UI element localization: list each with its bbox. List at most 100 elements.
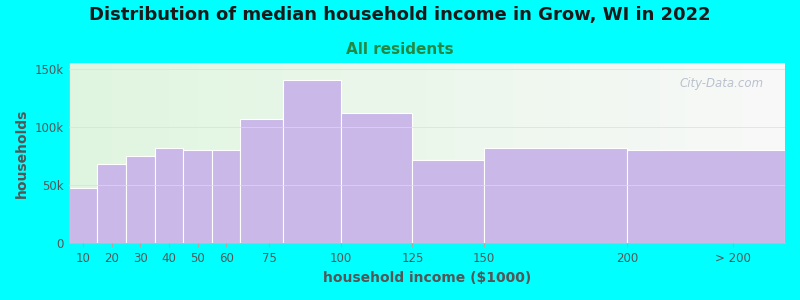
Bar: [742, 57, 747, 243]
Bar: [642, 57, 646, 243]
Bar: [613, 57, 618, 243]
Bar: [649, 57, 654, 243]
Bar: [552, 57, 557, 243]
Bar: [717, 57, 722, 243]
Bar: [283, 57, 289, 243]
Bar: [94, 57, 98, 243]
Bar: [118, 57, 124, 243]
Bar: [760, 57, 765, 243]
Bar: [79, 57, 84, 243]
Bar: [530, 57, 536, 243]
Bar: [387, 57, 392, 243]
Bar: [455, 57, 461, 243]
Bar: [527, 57, 532, 243]
Bar: [438, 57, 442, 243]
X-axis label: household income ($1000): household income ($1000): [322, 271, 531, 285]
Bar: [98, 164, 126, 243]
Bar: [685, 57, 690, 243]
Bar: [638, 57, 643, 243]
Bar: [115, 57, 120, 243]
Bar: [330, 57, 335, 243]
Bar: [581, 57, 586, 243]
Bar: [341, 113, 413, 243]
Bar: [402, 57, 406, 243]
Bar: [373, 57, 378, 243]
Bar: [409, 57, 414, 243]
Bar: [166, 57, 170, 243]
Bar: [137, 57, 142, 243]
Bar: [154, 148, 183, 243]
Bar: [695, 57, 701, 243]
Bar: [179, 57, 185, 243]
Bar: [348, 57, 353, 243]
Bar: [126, 57, 131, 243]
Bar: [72, 57, 77, 243]
Bar: [731, 57, 736, 243]
Bar: [774, 57, 779, 243]
Bar: [606, 57, 611, 243]
Bar: [90, 57, 95, 243]
Bar: [423, 57, 428, 243]
Bar: [351, 57, 357, 243]
Bar: [610, 57, 614, 243]
Bar: [280, 57, 285, 243]
Bar: [666, 57, 672, 243]
Bar: [290, 57, 296, 243]
Bar: [226, 57, 231, 243]
Bar: [323, 57, 328, 243]
Bar: [617, 57, 622, 243]
Bar: [602, 57, 607, 243]
Bar: [430, 57, 435, 243]
Bar: [208, 57, 214, 243]
Bar: [627, 57, 632, 243]
Bar: [294, 57, 299, 243]
Bar: [491, 57, 496, 243]
Bar: [362, 57, 367, 243]
Bar: [377, 57, 382, 243]
Bar: [513, 57, 518, 243]
Bar: [312, 57, 317, 243]
Bar: [534, 57, 539, 243]
Bar: [584, 57, 590, 243]
Bar: [556, 57, 561, 243]
Bar: [559, 57, 564, 243]
Bar: [316, 57, 321, 243]
Bar: [122, 57, 127, 243]
Bar: [344, 57, 350, 243]
Bar: [595, 57, 600, 243]
Bar: [570, 57, 575, 243]
Bar: [244, 57, 249, 243]
Bar: [767, 57, 772, 243]
Bar: [728, 57, 733, 243]
Bar: [287, 57, 292, 243]
Bar: [538, 57, 543, 243]
Bar: [130, 57, 134, 243]
Bar: [358, 57, 364, 243]
Bar: [104, 57, 110, 243]
Bar: [749, 57, 754, 243]
Bar: [509, 57, 514, 243]
Bar: [212, 150, 241, 243]
Bar: [566, 57, 571, 243]
Bar: [158, 57, 163, 243]
Bar: [186, 57, 192, 243]
Bar: [338, 57, 342, 243]
Bar: [190, 57, 195, 243]
Bar: [495, 57, 500, 243]
Bar: [470, 57, 474, 243]
Bar: [542, 57, 546, 243]
Bar: [283, 80, 341, 243]
Bar: [484, 57, 489, 243]
Bar: [459, 57, 464, 243]
Bar: [653, 57, 658, 243]
Bar: [591, 57, 597, 243]
Bar: [151, 57, 156, 243]
Bar: [111, 57, 117, 243]
Bar: [484, 148, 627, 243]
Bar: [516, 57, 522, 243]
Bar: [710, 57, 714, 243]
Bar: [154, 57, 159, 243]
Bar: [144, 57, 149, 243]
Bar: [69, 188, 98, 243]
Bar: [631, 57, 636, 243]
